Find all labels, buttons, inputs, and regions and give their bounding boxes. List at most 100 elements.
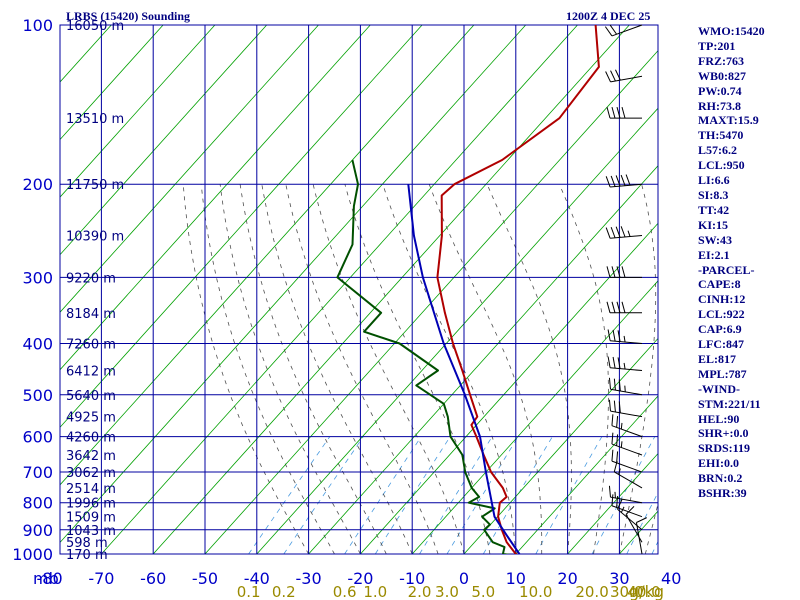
mixing-ratio-tick-label: 20.0 <box>575 583 608 600</box>
wind-barb-staff <box>617 508 643 531</box>
wind-barb-half-flag <box>620 441 623 448</box>
wind-barb-staff <box>610 367 643 372</box>
temperature-tick-label: 30 <box>609 569 629 588</box>
index-item: STM:221/11 <box>698 396 761 411</box>
wind-barb-flag <box>615 175 621 187</box>
wind-barb-flag <box>621 107 626 119</box>
wind-barb-flag <box>604 26 613 37</box>
indices-panel: WMO:15420 TP:201 FRZ:763 WB0:827 PW:0.74 RH:7… <box>698 24 798 501</box>
temperature-tick-label: -30 <box>296 569 322 588</box>
wind-barb-flag <box>620 226 626 238</box>
moist-adiabat <box>261 184 413 554</box>
wind-barb-staff <box>611 425 643 438</box>
index-item: WB0:827 <box>698 68 746 83</box>
wind-barb-flag <box>615 69 621 81</box>
isotherm-line <box>308 165 658 554</box>
index-item: LI:6.6 <box>698 173 730 188</box>
wind-barb-flag <box>611 494 614 506</box>
isotherm-line <box>463 337 658 554</box>
height-label: 6412 m <box>66 365 116 380</box>
wind-barb-flag <box>613 378 616 391</box>
isotherm-line <box>60 25 526 544</box>
wind-barb-flag <box>607 329 611 341</box>
height-label: 16050 m <box>66 19 124 34</box>
height-labels: 16050 m 13510 m 11750 m 10390 m 9220 m 8184 m… <box>66 19 124 563</box>
wind-barb <box>608 399 643 418</box>
wind-barbs <box>604 24 647 555</box>
wind-barb-flag <box>609 24 618 35</box>
wind-barb-flag <box>613 400 616 413</box>
mixing-ratio-tick-label: 0.1 <box>237 583 261 600</box>
height-label: 8184 m <box>66 307 116 322</box>
wind-barb <box>606 301 642 314</box>
index-item: MAXT:15.9 <box>698 113 759 128</box>
wind-barb-flag <box>608 399 611 412</box>
wind-barb-flag <box>625 174 631 186</box>
parcel-profile <box>407 184 521 554</box>
pressure-unit-label: mb <box>33 569 59 588</box>
isotherm-line <box>101 25 578 554</box>
wind-barb-half-flag <box>623 335 626 343</box>
wind-barb-flag <box>616 451 619 463</box>
pressure-tick-label: 700 <box>22 463 53 482</box>
wind-barb-staff <box>610 410 643 418</box>
mixing-ratio-tick-label: 0.2 <box>272 583 296 600</box>
index-item: CAPE:8 <box>698 277 741 292</box>
wind-barb-flag <box>605 71 611 83</box>
height-label: 2514 m <box>66 482 116 497</box>
height-label: 598 m <box>66 536 108 551</box>
isotherm-line <box>152 25 630 554</box>
index-item: SHR+:0.0 <box>698 426 749 441</box>
height-label: 5640 m <box>66 389 116 404</box>
wind-barb <box>606 107 642 119</box>
wind-barb-flag <box>612 329 616 342</box>
pressure-tick-label: 800 <box>22 494 53 513</box>
wind-barb-staff <box>611 24 643 37</box>
moist-adiabat <box>239 184 387 554</box>
pressure-tick-label: 100 <box>22 16 53 35</box>
wind-barb-flag <box>621 266 626 278</box>
wind-barb-flag <box>611 107 616 119</box>
wind-barb-flag <box>636 517 647 523</box>
index-item: FRZ:763 <box>698 53 744 68</box>
wind-barb-flag <box>616 301 621 313</box>
isotherm-line <box>60 25 475 486</box>
wind-barb-flag <box>620 174 626 186</box>
wind-barb-flag <box>608 485 611 498</box>
index-item: BRN:0.2 <box>698 471 743 486</box>
index-item: TH:5470 <box>698 128 744 143</box>
wind-barb <box>611 414 643 438</box>
height-label: 7260 m <box>66 337 116 352</box>
temperature-tick-label: -80 <box>37 569 63 588</box>
wind-barb-staff <box>610 340 643 344</box>
mixing-ratio-tick-label: 40.0 <box>627 583 660 600</box>
wind-barb <box>607 356 643 372</box>
wind-barb-flag <box>625 506 635 515</box>
temperature-tick-label: 40 <box>661 569 681 588</box>
isotherm-line <box>60 25 371 371</box>
index-item: SRDS:119 <box>698 441 751 456</box>
index-item: TP:201 <box>698 38 736 53</box>
mixing-ratio-tick-label: 5.0 <box>471 583 495 600</box>
wind-barb-half-flag <box>620 422 623 430</box>
mixing-ratio-unit-label: g/kg <box>629 582 664 600</box>
pressure-tick-label: 600 <box>22 428 53 447</box>
wind-barb-staff <box>610 183 643 188</box>
temperature-tick-label: -10 <box>399 569 425 588</box>
wind-barb-flag <box>611 449 614 462</box>
chart-title: LRBS (15420) Sounding <box>66 9 190 23</box>
moist-adiabat <box>182 184 309 554</box>
index-item: PW:0.74 <box>698 83 742 98</box>
temperature-tick-label: -20 <box>347 569 373 588</box>
index-item: LCL:950 <box>698 158 745 173</box>
mixing-ratio-tick-label: 3.0 <box>435 583 459 600</box>
height-label: 10390 m <box>66 230 124 245</box>
height-label: 1996 m <box>66 497 116 512</box>
mixing-ratio-tick-label: 2.0 <box>408 583 432 600</box>
index-item: EI:2.1 <box>698 247 730 262</box>
temperature-tick-label: 0 <box>459 569 469 588</box>
isotherm-line <box>60 25 164 141</box>
index-item: KI:15 <box>698 217 728 232</box>
wind-barb-half-flag <box>627 230 631 237</box>
